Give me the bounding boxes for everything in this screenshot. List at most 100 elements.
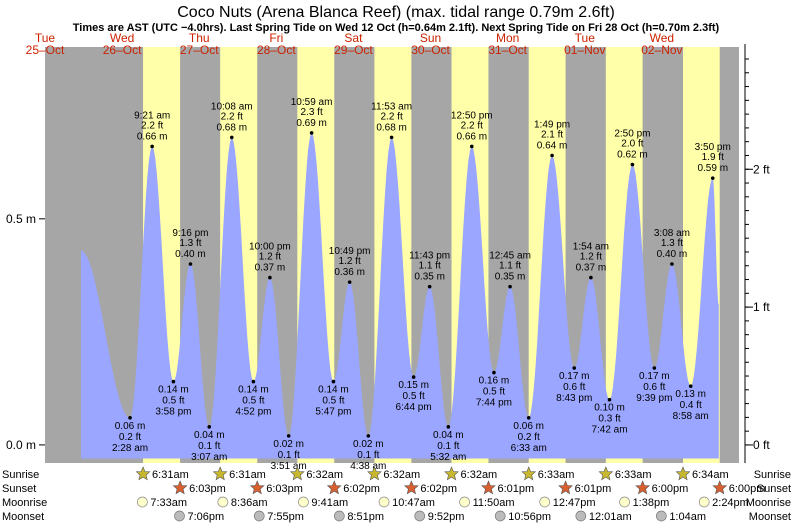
tide-extreme-point — [286, 434, 291, 438]
day-date-label: 25–Oct — [26, 43, 65, 57]
right-tick-label: 0 ft — [753, 438, 770, 452]
low-tide-time: 4:52 pm — [235, 407, 271, 418]
low-tide-feet: 0.1 ft — [278, 450, 300, 461]
sunrise-time: 6:32am — [461, 469, 498, 481]
high-tide-meters: 0.40 m — [657, 249, 688, 260]
high-tide-time: 10:49 pm — [329, 246, 371, 257]
tide-extreme-point — [688, 384, 693, 388]
high-tide-feet: 1.9 ft — [702, 152, 724, 163]
low-tide-meters: 0.14 m — [158, 385, 189, 396]
high-tide-meters: 0.35 m — [414, 272, 445, 283]
moonrise-icon — [217, 496, 229, 508]
sunset-icon — [558, 480, 573, 495]
right-tick-label: 1 ft — [753, 300, 770, 314]
chart-subtitle: Times are AST (UTC −4.0hrs). Last Spring… — [73, 22, 720, 34]
low-tide-time: 3:51 am — [271, 461, 307, 472]
moonrise-icon — [137, 496, 148, 508]
high-tide-meters: 0.35 m — [495, 272, 526, 283]
moonrise-time: 2:24pm — [712, 497, 749, 509]
day-date-label: 26–Oct — [103, 43, 142, 57]
sunrise-icon — [444, 466, 459, 481]
low-tide-feet: 0.2 ft — [119, 432, 141, 443]
low-tide-time: 3:07 am — [191, 452, 227, 463]
low-tide-meters: 0.14 m — [318, 385, 349, 396]
low-tide-feet: 0.6 ft — [563, 382, 585, 393]
sunset-time: 6:02pm — [343, 483, 380, 495]
tide-extreme-point — [331, 379, 336, 384]
high-tide-meters: 0.37 m — [576, 263, 607, 274]
high-tide-time: 10:08 am — [211, 101, 253, 112]
tide-extreme-point — [607, 397, 612, 402]
day-of-week-label: Wed — [650, 31, 674, 45]
sunset-icon — [249, 480, 265, 495]
tide-extreme-point — [652, 366, 657, 370]
high-tide-meters: 0.40 m — [175, 249, 206, 260]
sunset-icon — [635, 480, 651, 495]
high-tide-meters: 0.36 m — [334, 267, 365, 278]
moonrise-icon — [459, 496, 470, 508]
low-tide-feet: 0.5 ft — [402, 391, 424, 402]
tide-extreme-point — [411, 375, 416, 379]
left-tick-label: 0.0 m — [6, 438, 36, 452]
low-tide-feet: 0.1 ft — [198, 441, 220, 452]
high-tide-time: 3:08 am — [654, 228, 690, 239]
chart-header: Coco Nuts (Arena Blanca Reef) (max. tida… — [73, 4, 720, 34]
low-tide-feet: 0.5 ft — [483, 387, 505, 398]
sunset-time: 6:01pm — [575, 483, 612, 495]
day-of-week-label: Wed — [110, 31, 134, 45]
sunrise-time: 6:33am — [538, 469, 575, 481]
tide-extreme-point — [630, 162, 635, 167]
day-of-week-label: Tue — [575, 31, 596, 45]
moonrise-icon — [539, 496, 551, 508]
moonrise-icon — [698, 496, 710, 508]
high-tide-feet: 2.3 ft — [300, 107, 322, 118]
tide-extreme-point — [526, 415, 531, 420]
moonset-time: 9:52pm — [428, 511, 465, 523]
tide-extreme-point — [469, 144, 474, 149]
high-tide-feet: 2.2 ft — [380, 111, 402, 122]
low-tide-time: 9:39 pm — [636, 393, 672, 404]
low-tide-time: 8:58 am — [673, 411, 709, 422]
tide-extreme-point — [251, 379, 256, 384]
moonset-icon — [174, 510, 185, 522]
moonrise-time: 12:47pm — [553, 497, 596, 509]
high-tide-feet: 1.2 ft — [259, 252, 281, 263]
row-label-right: Sunset — [757, 483, 791, 495]
low-tide-feet: 0.4 ft — [680, 400, 702, 411]
moonrise-time: 1:38pm — [633, 497, 670, 509]
tide-extreme-point — [366, 434, 371, 438]
high-tide-feet: 2.2 ft — [141, 120, 163, 131]
tide-extreme-point — [710, 176, 715, 180]
moonset-time: 12:01am — [589, 511, 632, 523]
low-tide-meters: 0.02 m — [273, 439, 304, 450]
moonset-icon — [253, 510, 265, 522]
sunrise-icon — [289, 466, 305, 481]
low-tide-feet: 0.3 ft — [598, 414, 620, 425]
tide-extreme-point — [150, 144, 154, 149]
tide-extreme-point — [268, 275, 272, 280]
low-tide-feet: 0.1 ft — [437, 441, 459, 452]
sunrise-time: 6:31am — [229, 469, 266, 481]
tide-extreme-point — [309, 131, 314, 135]
sun-moon-rows: Sunrise Sunrise Sunset Sunset Moonrise Moonri… — [2, 466, 791, 523]
sunrise-time: 6:31am — [152, 469, 189, 481]
high-tide-feet: 1.1 ft — [499, 261, 521, 272]
moonrise-icon — [298, 496, 309, 508]
sunset-icon — [712, 480, 728, 495]
low-tide-time: 4:38 am — [350, 461, 386, 472]
low-tide-meters: 0.06 m — [513, 421, 544, 432]
sunset-time: 6:00pm — [652, 483, 689, 495]
moonset-time: 10:56pm — [508, 511, 551, 523]
high-tide-time: 1:54 am — [573, 242, 609, 253]
sunset-time: 6:03pm — [266, 483, 303, 495]
day-date-label: 01–Nov — [564, 43, 605, 57]
sunrise-icon — [675, 466, 691, 481]
sunset-time: 6:01pm — [497, 483, 534, 495]
moonrise-time: 9:41am — [311, 497, 348, 509]
high-tide-feet: 2.2 ft — [221, 111, 243, 122]
day-of-week-label: Sun — [420, 31, 441, 45]
sunrise-time: 6:32am — [306, 469, 343, 481]
sunset-time: 6:03pm — [189, 483, 226, 495]
low-tide-time: 2:28 am — [112, 443, 148, 454]
sunset-icon — [481, 480, 496, 495]
